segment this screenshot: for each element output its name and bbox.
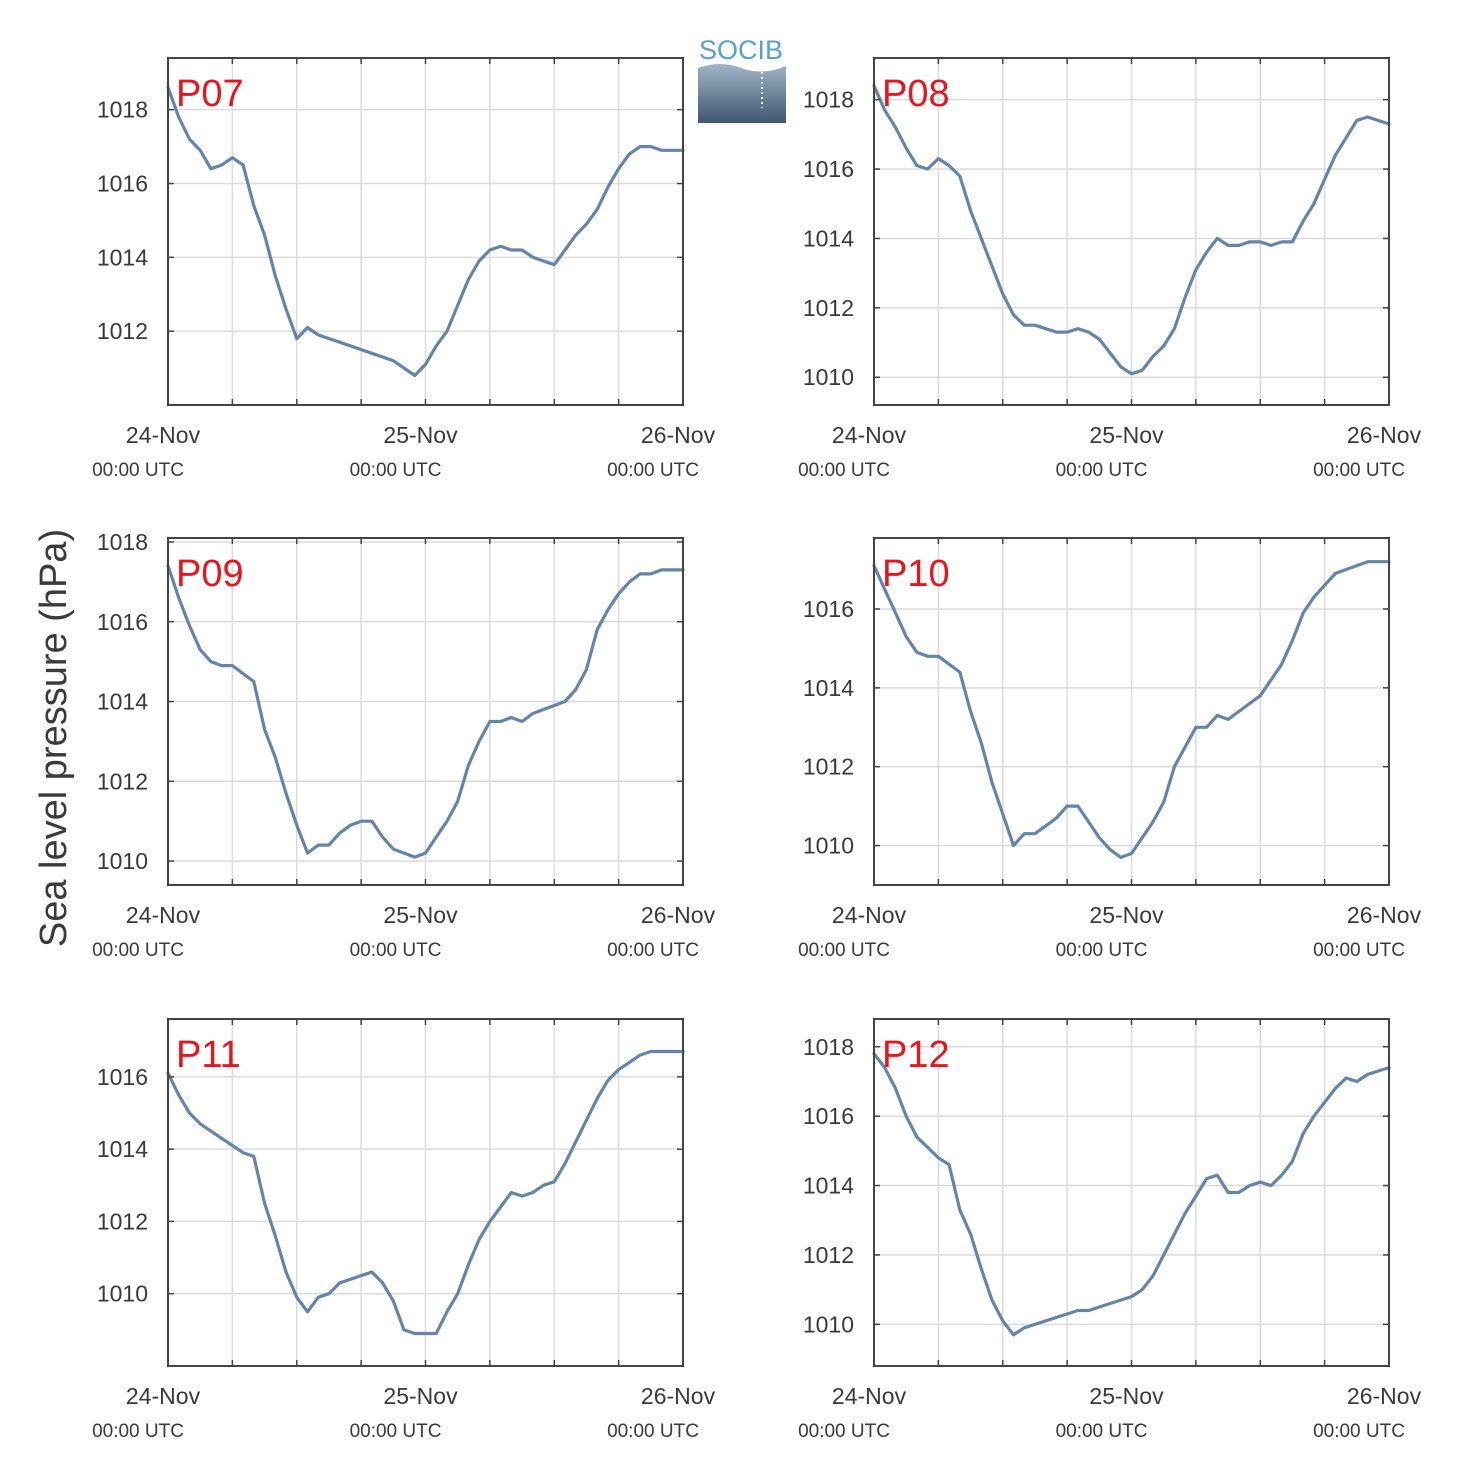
x-tick-date-label: 24-Nov bbox=[832, 902, 907, 928]
x-tick-date-label: 24-Nov bbox=[832, 422, 907, 448]
x-tick-time-label: 00:00 UTC bbox=[92, 460, 184, 481]
x-tick-time-label: 00:00 UTC bbox=[1313, 460, 1405, 481]
panel-title: P09 bbox=[176, 553, 244, 595]
y-tick-label: 1014 bbox=[97, 1136, 148, 1162]
x-tick-time-label: 00:00 UTC bbox=[350, 940, 442, 961]
x-tick-time-label: 00:00 UTC bbox=[350, 460, 442, 481]
panel-title: P08 bbox=[882, 73, 950, 115]
x-tick-date-label: 26-Nov bbox=[1347, 422, 1422, 448]
panel-p10: 1010 1012 1014 1016 24-Nov 00:00 UTC 25-Nov 00:… bbox=[798, 537, 1422, 961]
x-tick-time-label: 00:00 UTC bbox=[350, 1421, 442, 1442]
pressure-series-line bbox=[166, 1049, 685, 1336]
panel-p09: 1010 1012 1014 1016 1018 24-Nov 00:00 UTC 25-No… bbox=[92, 529, 716, 961]
x-tick-date-label: 25-Nov bbox=[383, 422, 458, 448]
x-tick-date-label: 25-Nov bbox=[383, 1383, 458, 1409]
x-tick-time-label: 00:00 UTC bbox=[1313, 940, 1405, 961]
x-tick-time-label: 00:00 UTC bbox=[1056, 460, 1148, 481]
x-tick-date-label: 24-Nov bbox=[126, 1383, 201, 1409]
y-tick-label: 1018 bbox=[803, 87, 854, 113]
x-tick-time-label: 00:00 UTC bbox=[798, 1421, 890, 1442]
logo-wave bbox=[698, 64, 786, 123]
y-tick-label: 1010 bbox=[97, 848, 148, 874]
y-tick-label: 1014 bbox=[97, 244, 148, 270]
socib-logo: SOCIB bbox=[698, 35, 786, 123]
y-tick-label: 1010 bbox=[97, 1281, 148, 1307]
x-tick-date-label: 24-Nov bbox=[126, 422, 201, 448]
x-tick-date-label: 26-Nov bbox=[641, 1383, 716, 1409]
y-tick-label: 1010 bbox=[803, 364, 854, 390]
logo-text: SOCIB bbox=[699, 35, 783, 65]
panel-title: P10 bbox=[882, 553, 950, 595]
y-tick-label: 1018 bbox=[803, 1034, 854, 1060]
y-tick-label: 1012 bbox=[97, 1208, 148, 1234]
y-tick-label: 1014 bbox=[97, 689, 148, 715]
x-tick-time-label: 00:00 UTC bbox=[798, 460, 890, 481]
y-tick-label: 1016 bbox=[97, 1064, 148, 1090]
pressure-series-line bbox=[166, 85, 685, 378]
panel-title: P12 bbox=[882, 1034, 950, 1076]
x-tick-date-label: 25-Nov bbox=[1089, 422, 1164, 448]
x-tick-date-label: 25-Nov bbox=[1089, 902, 1164, 928]
x-tick-time-label: 00:00 UTC bbox=[607, 460, 699, 481]
y-tick-label: 1014 bbox=[803, 225, 854, 251]
y-tick-label: 1012 bbox=[803, 295, 854, 321]
x-tick-time-label: 00:00 UTC bbox=[798, 940, 890, 961]
panel-p12: 1010 1012 1014 1016 1018 24-Nov 00:00 UTC 25-No… bbox=[798, 1018, 1422, 1442]
pressure-series-line bbox=[166, 564, 685, 859]
y-tick-label: 1018 bbox=[97, 97, 148, 123]
y-tick-label: 1016 bbox=[803, 1103, 854, 1129]
pressure-series-line bbox=[872, 84, 1391, 376]
panel-title: P07 bbox=[176, 73, 244, 115]
pressure-series-line bbox=[872, 560, 1391, 860]
x-tick-date-label: 24-Nov bbox=[126, 902, 201, 928]
x-tick-date-label: 24-Nov bbox=[832, 1383, 907, 1409]
y-tick-label: 1014 bbox=[803, 1173, 854, 1199]
x-tick-date-label: 26-Nov bbox=[1347, 902, 1422, 928]
pressure-series-line bbox=[872, 1052, 1391, 1337]
x-tick-time-label: 00:00 UTC bbox=[607, 940, 699, 961]
y-tick-label: 1016 bbox=[803, 156, 854, 182]
y-tick-label: 1010 bbox=[803, 833, 854, 859]
panel-p07: 1012 1014 1016 1018 24-Nov 00:00 UTC 25-Nov 00:… bbox=[92, 57, 716, 481]
x-tick-time-label: 00:00 UTC bbox=[1056, 940, 1148, 961]
x-tick-date-label: 26-Nov bbox=[1347, 1383, 1422, 1409]
x-tick-date-label: 26-Nov bbox=[641, 422, 716, 448]
x-tick-time-label: 00:00 UTC bbox=[92, 940, 184, 961]
x-tick-date-label: 25-Nov bbox=[1089, 1383, 1164, 1409]
x-tick-time-label: 00:00 UTC bbox=[607, 1421, 699, 1442]
y-tick-label: 1016 bbox=[803, 596, 854, 622]
y-tick-label: 1014 bbox=[803, 675, 854, 701]
x-tick-time-label: 00:00 UTC bbox=[1056, 1421, 1148, 1442]
panel-p08: 1010 1012 1014 1016 1018 24-Nov 00:00 UTC 25-No… bbox=[798, 57, 1422, 481]
y-tick-label: 1012 bbox=[803, 1242, 854, 1268]
x-tick-time-label: 00:00 UTC bbox=[92, 1421, 184, 1442]
x-tick-date-label: 25-Nov bbox=[383, 902, 458, 928]
y-tick-label: 1016 bbox=[97, 609, 148, 635]
y-tick-label: 1012 bbox=[803, 754, 854, 780]
y-tick-label: 1012 bbox=[97, 318, 148, 344]
panel-p11: 1010 1012 1014 1016 24-Nov 00:00 UTC 25-Nov 00:… bbox=[92, 1018, 716, 1442]
y-tick-label: 1016 bbox=[97, 171, 148, 197]
x-tick-date-label: 26-Nov bbox=[641, 902, 716, 928]
y-tick-label: 1018 bbox=[97, 529, 148, 555]
panels: 1012 1014 1016 1018 24-Nov 00:00 UTC 25-Nov 00:… bbox=[92, 57, 1422, 1442]
y-tick-label: 1012 bbox=[97, 768, 148, 794]
panel-title: P11 bbox=[176, 1034, 241, 1076]
y-tick-label: 1010 bbox=[803, 1311, 854, 1337]
y-axis-label: Sea level pressure (hPa) bbox=[33, 529, 75, 947]
x-tick-time-label: 00:00 UTC bbox=[1313, 1421, 1405, 1442]
